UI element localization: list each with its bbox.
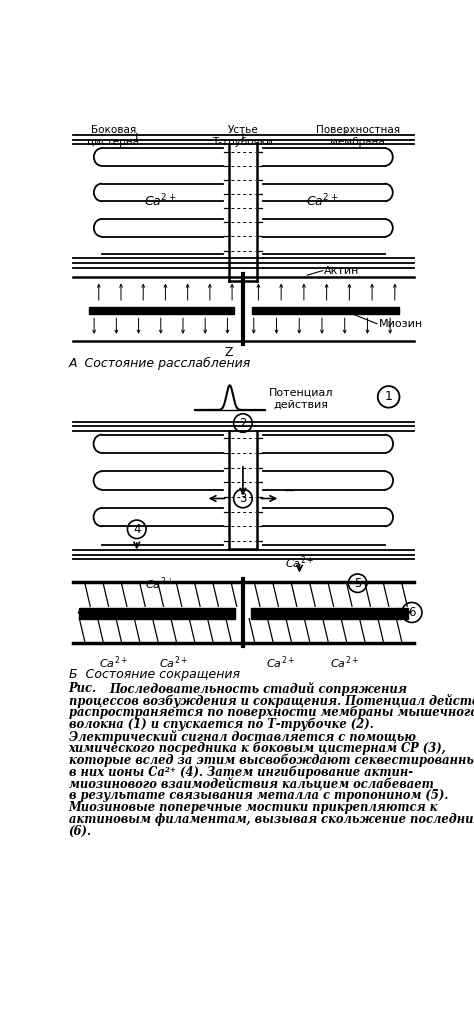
Text: Миозиновые поперечные мостики прикрепляются к: Миозиновые поперечные мостики прикрепляю…: [69, 801, 438, 814]
Text: $\mathit{Ca}^{2+}$: $\mathit{Ca}^{2+}$: [146, 576, 174, 592]
Text: (6).: (6).: [69, 825, 91, 838]
Text: Актин: Актин: [324, 266, 360, 276]
Text: 3: 3: [239, 492, 246, 505]
Text: которые вслед за этим высвобождают секвестированные: которые вслед за этим высвобождают секве…: [69, 753, 474, 767]
Text: химического посредника к боковым цистернам СР (3),: химического посредника к боковым цистерн…: [69, 741, 447, 754]
Text: в них ионы Ca²⁺ (4). Затем ингибирование актин-: в них ионы Ca²⁺ (4). Затем ингибирование…: [69, 766, 412, 779]
Text: миозинового взаимодействия кальцием ослабевает: миозинового взаимодействия кальцием осла…: [69, 778, 433, 791]
Text: 6: 6: [408, 606, 416, 619]
Text: $\mathit{Ca}^{2+}$: $\mathit{Ca}^{2+}$: [285, 554, 314, 572]
Text: волокна (1) и спускается по Т-трубочке (2).: волокна (1) и спускается по Т-трубочке (…: [69, 717, 374, 731]
Text: 5: 5: [354, 577, 361, 590]
Text: распространяется по поверхности мембраны мышечного: распространяется по поверхности мембраны…: [69, 706, 474, 719]
Text: Z: Z: [225, 346, 233, 360]
Text: Боковая
цистерна: Боковая цистерна: [88, 125, 139, 146]
Bar: [251, 608, 408, 618]
Bar: [252, 307, 399, 314]
Text: $\mathit{Ca}^{2+}$: $\mathit{Ca}^{2+}$: [307, 193, 339, 210]
Text: актиновым филаментам, вызывая скольжение последних: актиновым филаментам, вызывая скольжение…: [69, 813, 474, 826]
Text: в результате связывания металла с тропонином (5).: в результате связывания металла с тропон…: [69, 789, 448, 802]
Text: 1: 1: [385, 390, 392, 403]
Text: $\mathit{Ca}^{2+}$: $\mathit{Ca}^{2+}$: [144, 193, 176, 210]
Text: Б  Состояние сокращения: Б Состояние сокращения: [69, 668, 239, 681]
Text: Электрический сигнал доставляется с помощью: Электрический сигнал доставляется с помо…: [69, 729, 415, 743]
Text: $\mathit{Ca}^{2+}$: $\mathit{Ca}^{2+}$: [330, 654, 359, 672]
Bar: [79, 608, 235, 618]
Bar: [89, 307, 234, 314]
Text: Миозин: Миозин: [379, 319, 423, 328]
Text: А  Состояние расслабления: А Состояние расслабления: [69, 357, 251, 370]
Text: $\mathit{Ca}^{2+}$: $\mathit{Ca}^{2+}$: [99, 654, 128, 672]
Text: Поверхностная
мембрана: Поверхностная мембрана: [316, 125, 400, 146]
Text: −: −: [284, 484, 296, 498]
Text: Потенциал
действия: Потенциал действия: [268, 388, 333, 409]
Text: $\mathit{Ca}^{2+}$: $\mathit{Ca}^{2+}$: [265, 654, 295, 672]
Text: процессов возбуждения и сокращения. Потенциал действия: процессов возбуждения и сокращения. Поте…: [69, 694, 474, 708]
Text: 2: 2: [239, 416, 246, 429]
Text: $\mathit{Ca}^{2+}$: $\mathit{Ca}^{2+}$: [159, 654, 189, 672]
Text: Устье
Т-трубочки: Устье Т-трубочки: [212, 125, 273, 146]
Text: Последовательность стадий сопряжения: Последовательность стадий сопряжения: [109, 682, 408, 696]
Text: Рис.: Рис.: [69, 682, 97, 695]
Text: 4: 4: [133, 523, 140, 535]
